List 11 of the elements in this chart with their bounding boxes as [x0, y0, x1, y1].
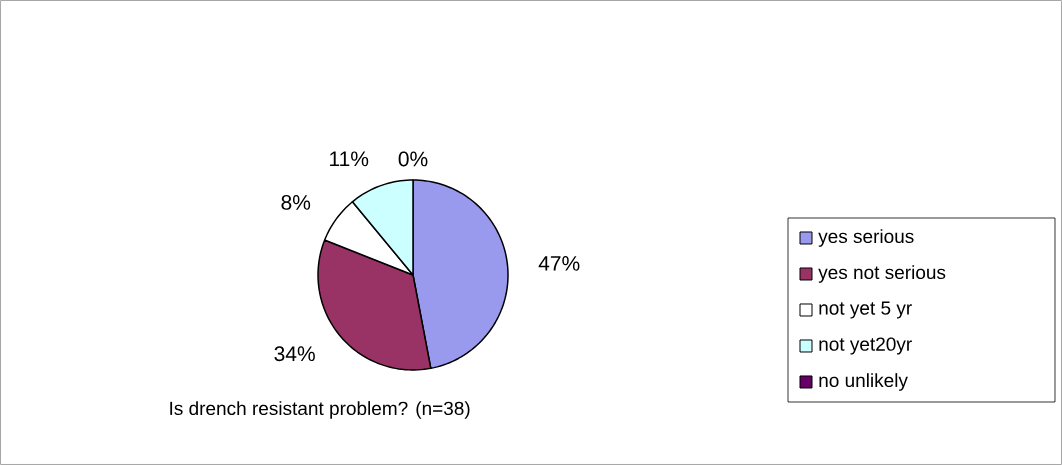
data-label: 11%	[330, 151, 369, 167]
data-label: 47%	[538, 256, 580, 271]
data-label: 8%	[281, 194, 311, 210]
data-label: 34%	[274, 346, 315, 362]
text: Is drench resistant problem? (n=38)	[170, 401, 470, 419]
text: 0%	[398, 151, 428, 167]
legend-label: yes not serious	[818, 265, 946, 283]
legend-label: yes serious	[818, 229, 914, 247]
legend-label: not yet 5 yr	[819, 301, 912, 319]
legend-label: not yet20yr	[819, 337, 912, 355]
legend-label: no unlikely	[819, 373, 908, 391]
